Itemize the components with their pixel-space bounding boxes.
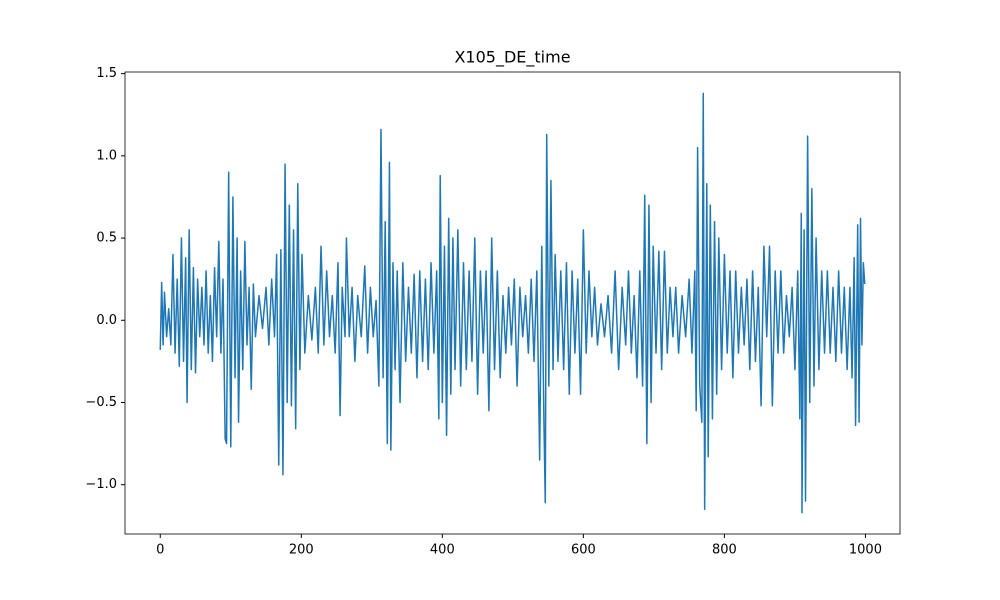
y-tick-label: 1.0 xyxy=(96,148,117,163)
plot-frame xyxy=(124,71,901,535)
y-tick-label: −1.0 xyxy=(85,477,117,492)
y-tick-label: 0.0 xyxy=(96,313,117,328)
y-tick-label: 0.5 xyxy=(96,231,117,246)
series-line xyxy=(159,92,866,514)
x-tick-label: 1000 xyxy=(849,543,882,558)
x-tick-label: 400 xyxy=(430,543,455,558)
x-tick-label: 600 xyxy=(571,543,596,558)
x-tick-label: 0 xyxy=(156,543,164,558)
y-tick-label: 1.5 xyxy=(96,66,117,81)
y-tick-label: −0.5 xyxy=(85,395,117,410)
chart-title: X105_DE_time xyxy=(454,48,570,68)
x-tick-label: 200 xyxy=(289,543,314,558)
x-tick-label: 800 xyxy=(712,543,737,558)
